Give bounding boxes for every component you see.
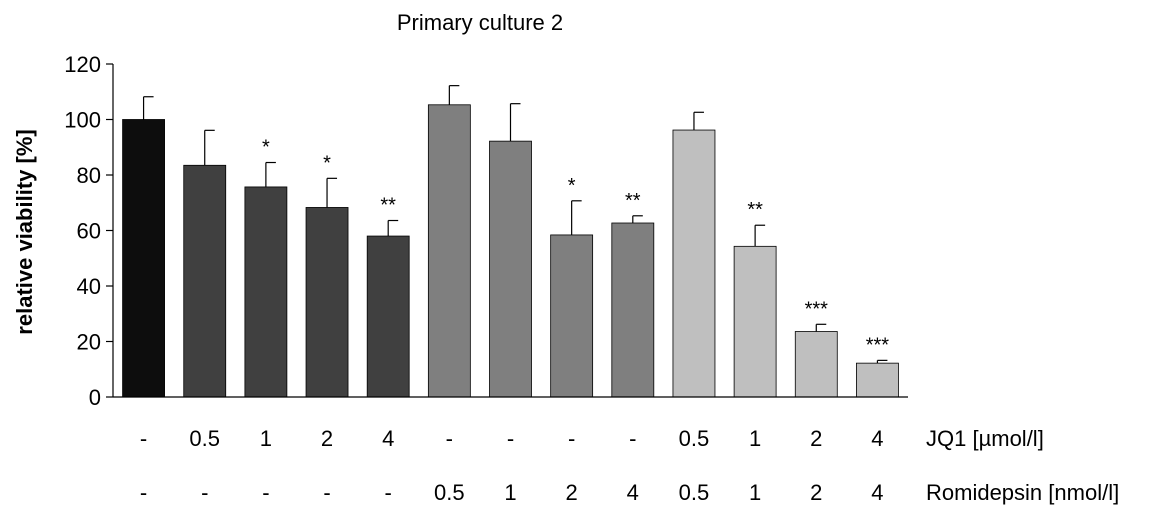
condition-table: - 0.5 1 2 4 - - - - 0.5 1 2 4 JQ1 [µmol/l] - - - - - 0.5 1 2 4…: [140, 426, 1119, 505]
condition-value: 0.5: [434, 480, 465, 505]
condition-value: 1: [749, 480, 761, 505]
significance-marker: ***: [866, 334, 890, 356]
y-tick-label: 20: [77, 330, 101, 355]
condition-value: -: [629, 426, 636, 451]
condition-value: 4: [871, 480, 883, 505]
condition-value: 0.5: [679, 480, 710, 505]
condition-value: 0.5: [679, 426, 710, 451]
bar: [305, 207, 349, 398]
bar: [672, 129, 716, 398]
bars: ******* ********: [122, 85, 899, 398]
condition-value: 1: [260, 426, 272, 451]
condition-value: 2: [566, 480, 578, 505]
bar: [733, 245, 777, 398]
y-tick-label: 80: [77, 163, 101, 188]
condition-value: 4: [871, 426, 883, 451]
bar: [856, 362, 899, 398]
significance-marker: ***: [805, 298, 829, 320]
condition-value: -: [140, 426, 147, 451]
condition-value: -: [262, 480, 269, 505]
condition-value: 2: [321, 426, 333, 451]
significance-marker: **: [380, 195, 396, 217]
significance-marker: **: [625, 190, 641, 212]
bar: [183, 164, 227, 398]
condition-value: -: [140, 480, 147, 505]
condition-value: 0.5: [189, 426, 220, 451]
bar: [122, 119, 165, 398]
bar: [550, 234, 594, 398]
y-tick-label: 120: [64, 52, 101, 77]
condition-value: 2: [810, 480, 822, 505]
y-tick-label: 0: [89, 385, 101, 410]
condition-value: 4: [627, 480, 639, 505]
significance-marker: *: [262, 137, 270, 159]
significance-marker: **: [747, 199, 763, 221]
condition-value: 1: [749, 426, 761, 451]
y-tick-label: 100: [64, 108, 101, 133]
y-axis: 0 20 40 60 80 100 120: [64, 52, 114, 410]
bar: [489, 140, 532, 398]
condition-value: -: [446, 426, 453, 451]
condition-value: 1: [504, 480, 516, 505]
y-tick-label: 60: [77, 219, 101, 244]
y-axis-label: relative viability [%]: [12, 129, 37, 334]
condition-value: -: [385, 480, 392, 505]
bar: [611, 222, 655, 398]
significance-marker: *: [568, 175, 576, 197]
condition-row-label: Romidepsin [nmol/l]: [926, 480, 1119, 505]
condition-value: -: [323, 480, 330, 505]
condition-value: -: [201, 480, 208, 505]
bar: [427, 104, 471, 398]
y-tick-label: 40: [77, 274, 101, 299]
condition-value: 2: [810, 426, 822, 451]
condition-row-label: JQ1 [µmol/l]: [926, 426, 1044, 451]
condition-value: 4: [382, 426, 394, 451]
condition-value: -: [568, 426, 575, 451]
significance-marker: *: [323, 152, 331, 174]
bar: [244, 186, 288, 398]
chart-title: Primary culture 2: [397, 10, 563, 35]
condition-value: -: [507, 426, 514, 451]
bar: [794, 331, 838, 398]
bar: [366, 235, 410, 398]
